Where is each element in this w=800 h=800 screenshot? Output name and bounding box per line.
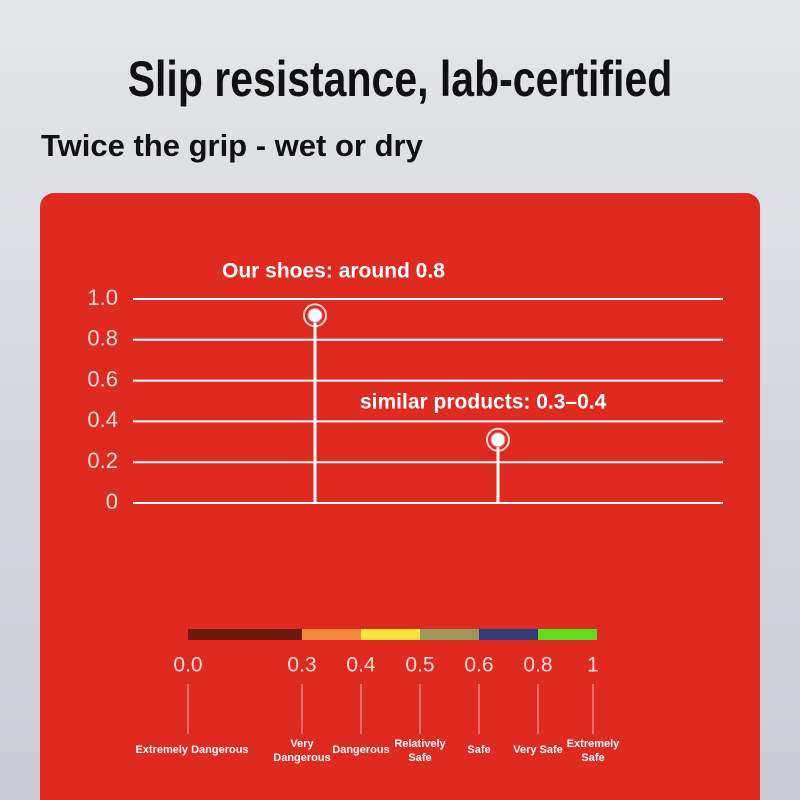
marker — [307, 307, 323, 323]
subtitle: Twice the grip - wet or dry — [41, 128, 423, 163]
scale-segment — [188, 629, 302, 640]
scale-stop-label: 0.4 — [346, 654, 376, 677]
marker-ring — [486, 427, 510, 452]
scale-label: Extremely Dangerous — [135, 744, 249, 756]
panel — [40, 193, 760, 800]
marker — [490, 432, 506, 448]
scale-stop-label: 1 — [587, 654, 599, 677]
scale-stop-label: 0.3 — [287, 654, 316, 677]
scale-stop-label: 0.0 — [173, 654, 202, 677]
scale-stop-label: 0.8 — [523, 654, 552, 677]
y-tick-label: 0.4 — [87, 407, 118, 432]
y-tick-label: 0 — [106, 489, 118, 514]
scale-label: Very Dangerous — [273, 738, 331, 764]
marker-ring — [303, 303, 327, 328]
scale-segment — [479, 629, 538, 640]
title: Slip resistance, lab-certified — [127, 51, 673, 107]
y-tick-label: 0.8 — [87, 326, 118, 351]
y-tick-label: 0.2 — [87, 448, 118, 473]
scale-segment — [420, 629, 479, 640]
scale-stop-label: 0.6 — [464, 654, 493, 677]
annotation: Our shoes: around 0.8 — [222, 260, 445, 283]
scale-stop-label: 0.5 — [405, 654, 434, 677]
scale-segment — [361, 629, 420, 640]
scale-segment — [302, 629, 361, 640]
scale-label: Very Safe — [513, 744, 563, 756]
scale-label: Extremely Safe — [566, 738, 620, 764]
scale-label: Safe — [467, 744, 491, 756]
y-tick-label: 1.0 — [87, 285, 118, 310]
scale-label: Relatively Safe — [394, 738, 446, 764]
scale-segment — [538, 629, 597, 640]
annotation: similar products: 0.3–0.4 — [360, 391, 607, 414]
y-tick-label: 0.6 — [87, 366, 118, 391]
scale-label: Dangerous — [332, 744, 390, 756]
